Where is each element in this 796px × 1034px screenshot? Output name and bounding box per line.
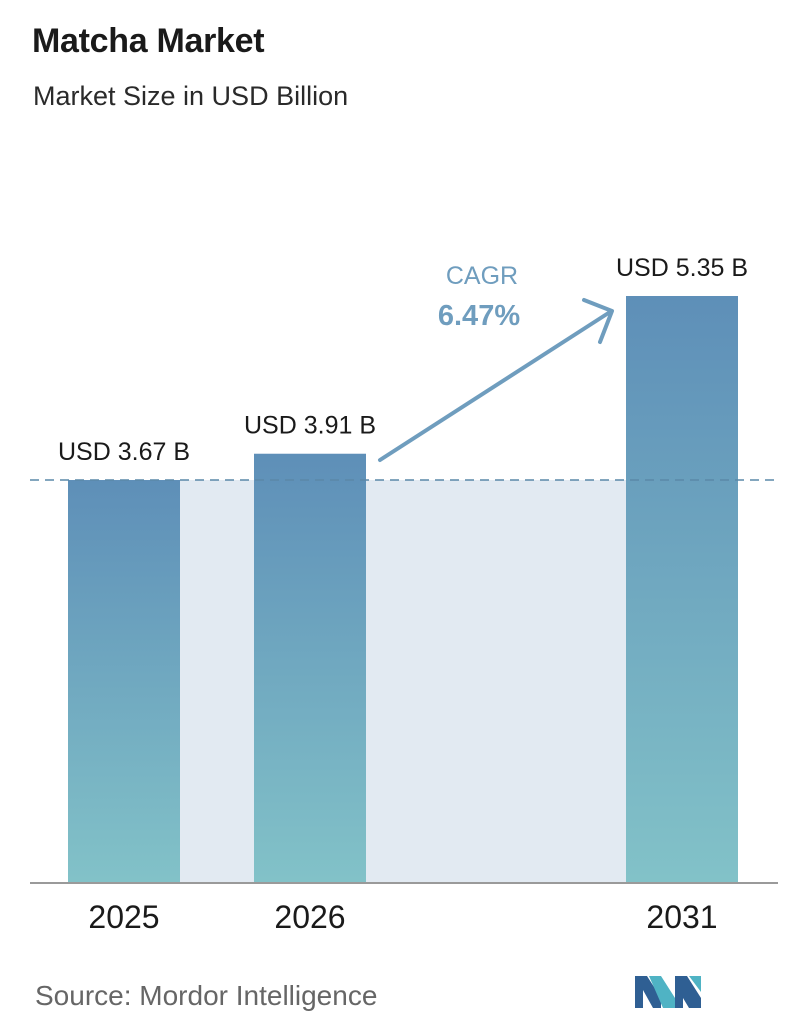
x-tick-label-2026: 2026 — [274, 899, 345, 935]
data-label-2025: USD 3.67 B — [58, 438, 190, 466]
labels-group: USD 3.67 B 2025 USD 3.91 B 2026 USD 5.35 B 20… — [58, 254, 748, 935]
bars-group — [68, 296, 738, 882]
bar-chart: USD 3.67 B 2025 USD 3.91 B 2026 USD 5.35 B 20… — [30, 254, 778, 935]
cagr-arrow-head — [582, 298, 614, 344]
bar-2026 — [254, 453, 366, 882]
data-label-2031: USD 5.35 B — [616, 254, 748, 282]
reference-line-group — [30, 479, 778, 884]
cagr-annotation-group: CAGR 6.47% — [378, 262, 614, 462]
cagr-value: 6.47% — [438, 300, 520, 332]
cagr-arrow-shaft — [378, 310, 612, 462]
x-tick-label-2031: 2031 — [646, 899, 717, 935]
chart-title: Matcha Market — [32, 22, 265, 60]
data-label-2026: USD 3.91 B — [244, 412, 376, 440]
chart-subtitle: Market Size in USD Billion — [33, 81, 349, 111]
mordor-intelligence-logo-icon — [635, 976, 701, 1008]
source-note: Source: Mordor Intelligence — [35, 980, 378, 1011]
cagr-label: CAGR — [446, 262, 518, 290]
bar-2025 — [68, 480, 180, 882]
x-tick-label-2025: 2025 — [88, 899, 159, 935]
bar-2031 — [626, 296, 738, 882]
